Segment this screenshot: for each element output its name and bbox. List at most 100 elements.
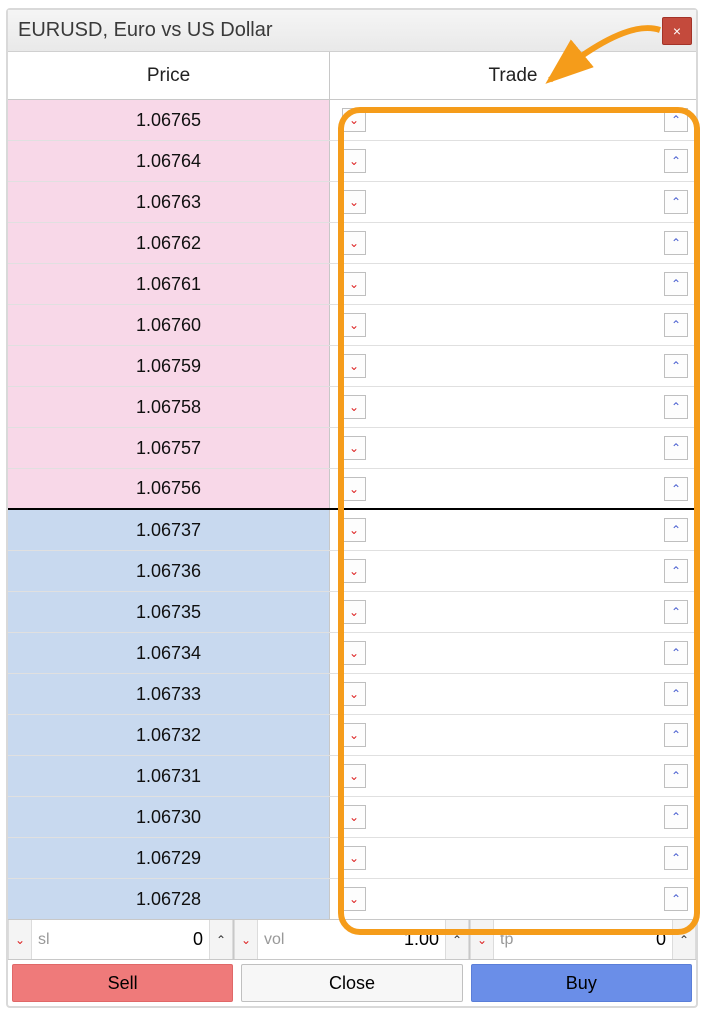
chevron-up-icon: ⌃ — [671, 196, 681, 208]
tp-value[interactable]: 0 — [515, 929, 672, 950]
sell-at-price-button[interactable]: ⌄ — [342, 518, 366, 542]
trade-cell: ⌄⌃ — [330, 756, 696, 796]
ask-row: 1.06757⌄⌃ — [8, 428, 696, 469]
price-cell: 1.06732 — [8, 715, 330, 755]
trade-cell: ⌄⌃ — [330, 141, 696, 181]
action-buttons-row: Sell Close Buy — [8, 960, 696, 1006]
close-position-button[interactable]: Close — [241, 964, 462, 1002]
sl-value[interactable]: 0 — [52, 929, 209, 950]
chevron-down-icon: ⌄ — [349, 278, 359, 290]
bid-row: 1.06730⌄⌃ — [8, 797, 696, 838]
chevron-up-icon: ⌃ — [671, 442, 681, 454]
chevron-up-icon: ⌃ — [671, 237, 681, 249]
price-cell: 1.06765 — [8, 100, 330, 140]
chevron-down-icon: ⌄ — [349, 442, 359, 454]
sell-at-price-button[interactable]: ⌄ — [342, 354, 366, 378]
sell-at-price-button[interactable]: ⌄ — [342, 395, 366, 419]
buy-at-price-button[interactable]: ⌃ — [664, 846, 688, 870]
price-cell: 1.06737 — [8, 510, 330, 550]
vol-decrement-button[interactable]: ⌄ — [234, 920, 258, 959]
footer: ⌄ sl 0 ⌃ ⌄ vol 1.00 ⌃ ⌄ tp 0 ⌃ Sell Clos… — [8, 919, 696, 1006]
sell-at-price-button[interactable]: ⌄ — [342, 477, 366, 501]
sell-at-price-button[interactable]: ⌄ — [342, 682, 366, 706]
buy-at-price-button[interactable]: ⌃ — [664, 395, 688, 419]
buy-at-price-button[interactable]: ⌃ — [664, 477, 688, 501]
buy-button[interactable]: Buy — [471, 964, 692, 1002]
vol-label: vol — [258, 931, 286, 949]
buy-at-price-button[interactable]: ⌃ — [664, 313, 688, 337]
depth-of-market-window: EURUSD, Euro vs US Dollar × Price Trade … — [6, 8, 698, 1008]
vol-increment-button[interactable]: ⌃ — [445, 920, 469, 959]
sell-at-price-button[interactable]: ⌄ — [342, 600, 366, 624]
sell-at-price-button[interactable]: ⌄ — [342, 641, 366, 665]
trade-cell: ⌄⌃ — [330, 428, 696, 468]
buy-at-price-button[interactable]: ⌃ — [664, 887, 688, 911]
bid-row: 1.06734⌄⌃ — [8, 633, 696, 674]
vol-value[interactable]: 1.00 — [286, 929, 445, 950]
ask-row: 1.06762 ⌄ ⌃ — [8, 223, 696, 264]
price-cell: 1.06729 — [8, 838, 330, 878]
chevron-down-icon: ⌄ — [349, 565, 359, 577]
buy-at-price-button[interactable]: ⌃ — [664, 805, 688, 829]
buy-at-price-button[interactable]: ⌃ — [664, 436, 688, 460]
sell-at-price-button[interactable]: ⌄ — [342, 846, 366, 870]
tp-increment-button[interactable]: ⌃ — [672, 920, 696, 959]
price-cell: 1.06762 — [8, 223, 330, 263]
price-cell: 1.06736 — [8, 551, 330, 591]
sell-at-price-button[interactable]: ⌄ — [342, 231, 366, 255]
sl-label: sl — [32, 931, 52, 949]
trade-cell: ⌄⌃ — [330, 346, 696, 386]
chevron-up-icon: ⌃ — [679, 934, 689, 946]
buy-at-price-button[interactable]: ⌃ — [664, 641, 688, 665]
price-cell: 1.06760 — [8, 305, 330, 345]
buy-at-price-button[interactable]: ⌃ — [664, 518, 688, 542]
sell-button[interactable]: Sell — [12, 964, 233, 1002]
buy-at-price-button[interactable]: ⌃ — [664, 190, 688, 214]
chevron-down-icon: ⌄ — [349, 893, 359, 905]
chevron-up-icon: ⌃ — [671, 278, 681, 290]
buy-at-price-button[interactable]: ⌃ — [664, 272, 688, 296]
price-column-header: Price — [8, 52, 330, 99]
buy-at-price-button[interactable]: ⌃ — [664, 600, 688, 624]
sell-at-price-button[interactable]: ⌄ — [342, 108, 366, 132]
buy-at-price-button[interactable]: ⌃ — [664, 354, 688, 378]
sell-at-price-button[interactable]: ⌄ — [342, 723, 366, 747]
trade-cell: ⌄⌃ — [330, 510, 696, 550]
chevron-down-icon: ⌄ — [349, 360, 359, 372]
order-params-row: ⌄ sl 0 ⌃ ⌄ vol 1.00 ⌃ ⌄ tp 0 ⌃ — [8, 920, 696, 960]
sell-at-price-button[interactable]: ⌄ — [342, 805, 366, 829]
tp-decrement-button[interactable]: ⌄ — [470, 920, 494, 959]
ask-row: 1.06760 ⌄ ⌃ — [8, 305, 696, 346]
sell-at-price-button[interactable]: ⌄ — [342, 190, 366, 214]
sell-at-price-button[interactable]: ⌄ — [342, 764, 366, 788]
buy-at-price-button[interactable]: ⌃ — [664, 764, 688, 788]
trade-cell: ⌄⌃ — [330, 715, 696, 755]
sell-at-price-button[interactable]: ⌄ — [342, 272, 366, 296]
close-button[interactable]: × — [662, 17, 692, 45]
chevron-up-icon: ⌃ — [671, 360, 681, 372]
bid-row: 1.06736 ⌄ ⌃ — [8, 551, 696, 592]
buy-at-price-button[interactable]: ⌃ — [664, 559, 688, 583]
sell-at-price-button[interactable]: ⌄ — [342, 149, 366, 173]
price-cell: 1.06733 — [8, 674, 330, 714]
chevron-up-icon: ⌃ — [671, 401, 681, 413]
chevron-down-icon: ⌄ — [15, 934, 25, 946]
buy-at-price-button[interactable]: ⌃ — [664, 723, 688, 747]
sl-decrement-button[interactable]: ⌄ — [8, 920, 32, 959]
sell-at-price-button[interactable]: ⌄ — [342, 313, 366, 337]
trade-cell: ⌄⌃ — [330, 674, 696, 714]
window-title: EURUSD, Euro vs US Dollar — [18, 19, 662, 42]
buy-at-price-button[interactable]: ⌃ — [664, 682, 688, 706]
trade-cell: ⌄⌃ — [330, 182, 696, 222]
buy-at-price-button[interactable]: ⌃ — [664, 231, 688, 255]
buy-at-price-button[interactable]: ⌃ — [664, 149, 688, 173]
chevron-down-icon: ⌄ — [349, 237, 359, 249]
chevron-up-icon: ⌃ — [671, 893, 681, 905]
price-cell: 1.06735 — [8, 592, 330, 632]
chevron-down-icon: ⌄ — [349, 606, 359, 618]
sl-increment-button[interactable]: ⌃ — [209, 920, 233, 959]
sell-at-price-button[interactable]: ⌄ — [342, 887, 366, 911]
buy-at-price-button[interactable]: ⌃ — [664, 108, 688, 132]
sell-at-price-button[interactable]: ⌄ — [342, 559, 366, 583]
sell-at-price-button[interactable]: ⌄ — [342, 436, 366, 460]
